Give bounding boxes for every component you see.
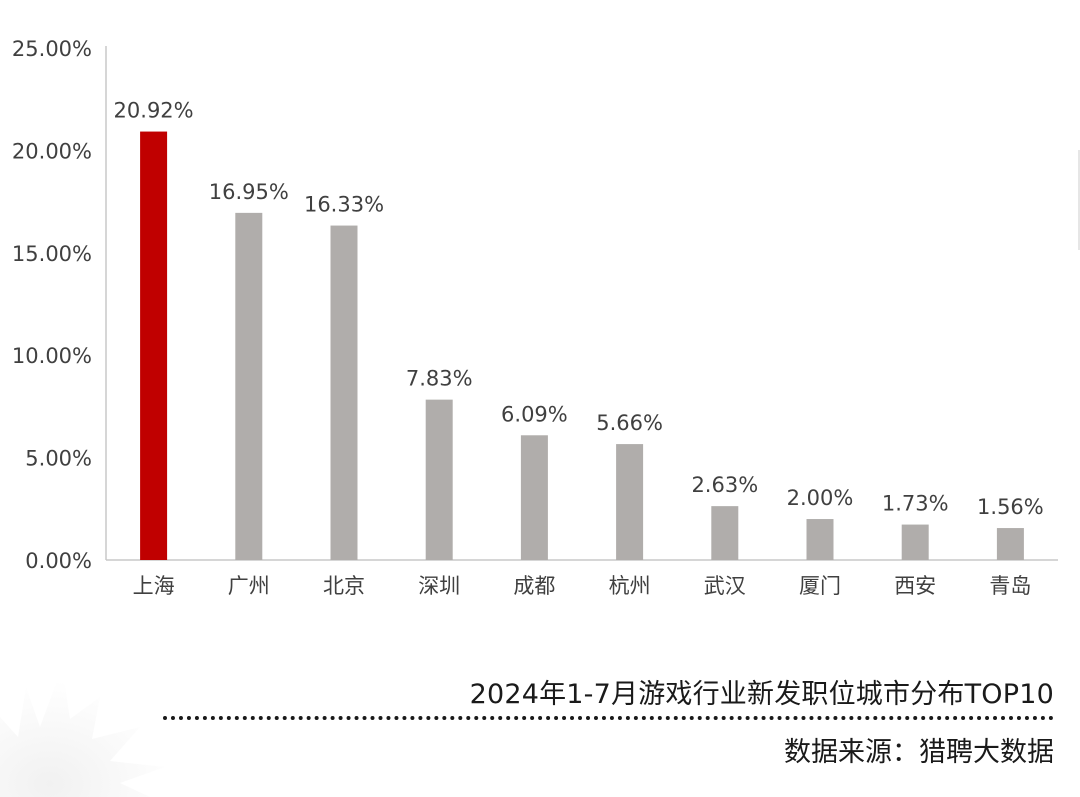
x-tick-label: 武汉: [704, 574, 746, 598]
bar-value-label: 16.33%: [304, 193, 384, 217]
bar: [235, 212, 263, 560]
bar-value-label: 5.66%: [596, 411, 663, 435]
bar-chart: 0.00% 5.00% 10.00% 15.00% 20.00% 25.00% 20.92%…: [12, 37, 1058, 598]
bar: [711, 506, 739, 560]
edge-divider: [1078, 150, 1080, 250]
dotted-divider: [163, 716, 1054, 720]
bar-value-label: 20.92%: [114, 99, 194, 123]
bar: [996, 528, 1024, 560]
y-tick-label: 10.00%: [12, 344, 92, 368]
bar-value-label: 16.95%: [209, 180, 289, 204]
bar: [806, 519, 834, 560]
bar-value-label: 7.83%: [406, 367, 473, 391]
x-tick-label: 北京: [323, 574, 365, 598]
corner-decoration: [0, 667, 165, 797]
bar-value-label: 2.00%: [787, 486, 854, 510]
x-tick-label: 青岛: [989, 574, 1031, 598]
x-tick-label: 深圳: [418, 574, 460, 598]
bar: [520, 435, 548, 560]
bar: [425, 399, 453, 560]
bar-value-label: 1.73%: [882, 492, 949, 516]
chart-canvas: 0.00% 5.00% 10.00% 15.00% 20.00% 25.00% 20.92%…: [12, 37, 1058, 598]
y-tick-label: 15.00%: [12, 242, 92, 266]
bar: [616, 444, 644, 560]
x-tick-label: 厦门: [799, 574, 841, 598]
y-tick-label: 5.00%: [25, 447, 92, 471]
bar: [901, 524, 929, 560]
y-tick-label: 25.00%: [12, 37, 92, 61]
chart-title: 2024年1-7月游戏行业新发职位城市分布TOP10: [469, 679, 1054, 710]
bar: [140, 131, 168, 560]
bar-value-label: 2.63%: [691, 473, 758, 497]
x-tick-label: 上海: [133, 574, 175, 598]
x-tick-label: 广州: [228, 574, 270, 598]
x-tick-label: 杭州: [609, 574, 651, 598]
bar-value-label: 6.09%: [501, 402, 568, 426]
bar: [330, 225, 358, 561]
y-tick-label: 0.00%: [25, 549, 92, 573]
data-source: 数据来源：猎聘大数据: [784, 737, 1054, 768]
y-tick-label: 20.00%: [12, 139, 92, 163]
x-tick-label: 西安: [894, 574, 936, 598]
x-tick-label: 成都: [513, 574, 555, 598]
bar-value-label: 1.56%: [977, 495, 1044, 519]
